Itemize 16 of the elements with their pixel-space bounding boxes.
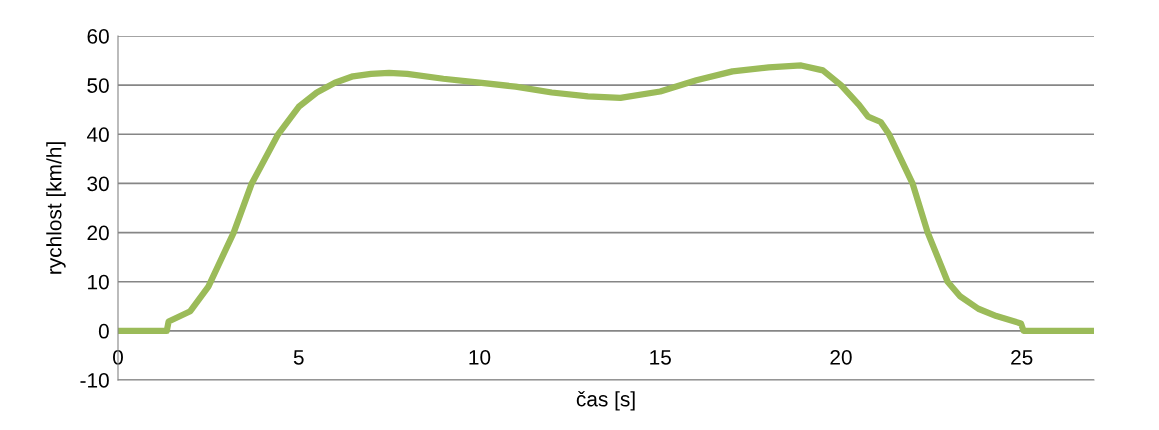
- x-tick-label: 25: [1011, 349, 1033, 365]
- x-tick-label: 10: [469, 349, 491, 365]
- x-tick-label: 5: [293, 350, 304, 365]
- y-tick-label: 10: [88, 274, 109, 290]
- x-tick-label: 0: [113, 349, 123, 365]
- y-tick-label: 0: [98, 323, 109, 339]
- y-tick-label: 20: [87, 225, 109, 241]
- y-tick-label: 60: [87, 29, 109, 44]
- y-tick-label: 30: [87, 176, 109, 192]
- x-tick-label: 20: [830, 349, 852, 365]
- y-tick-label: 50: [87, 78, 109, 93]
- y-axis-title: rychlost [km/h]: [46, 142, 66, 274]
- x-tick-label: 15: [650, 350, 671, 365]
- y-tick-label: -10: [80, 373, 109, 388]
- y-tick-label: 40: [86, 127, 109, 143]
- x-axis-title: čas [s]: [576, 391, 635, 411]
